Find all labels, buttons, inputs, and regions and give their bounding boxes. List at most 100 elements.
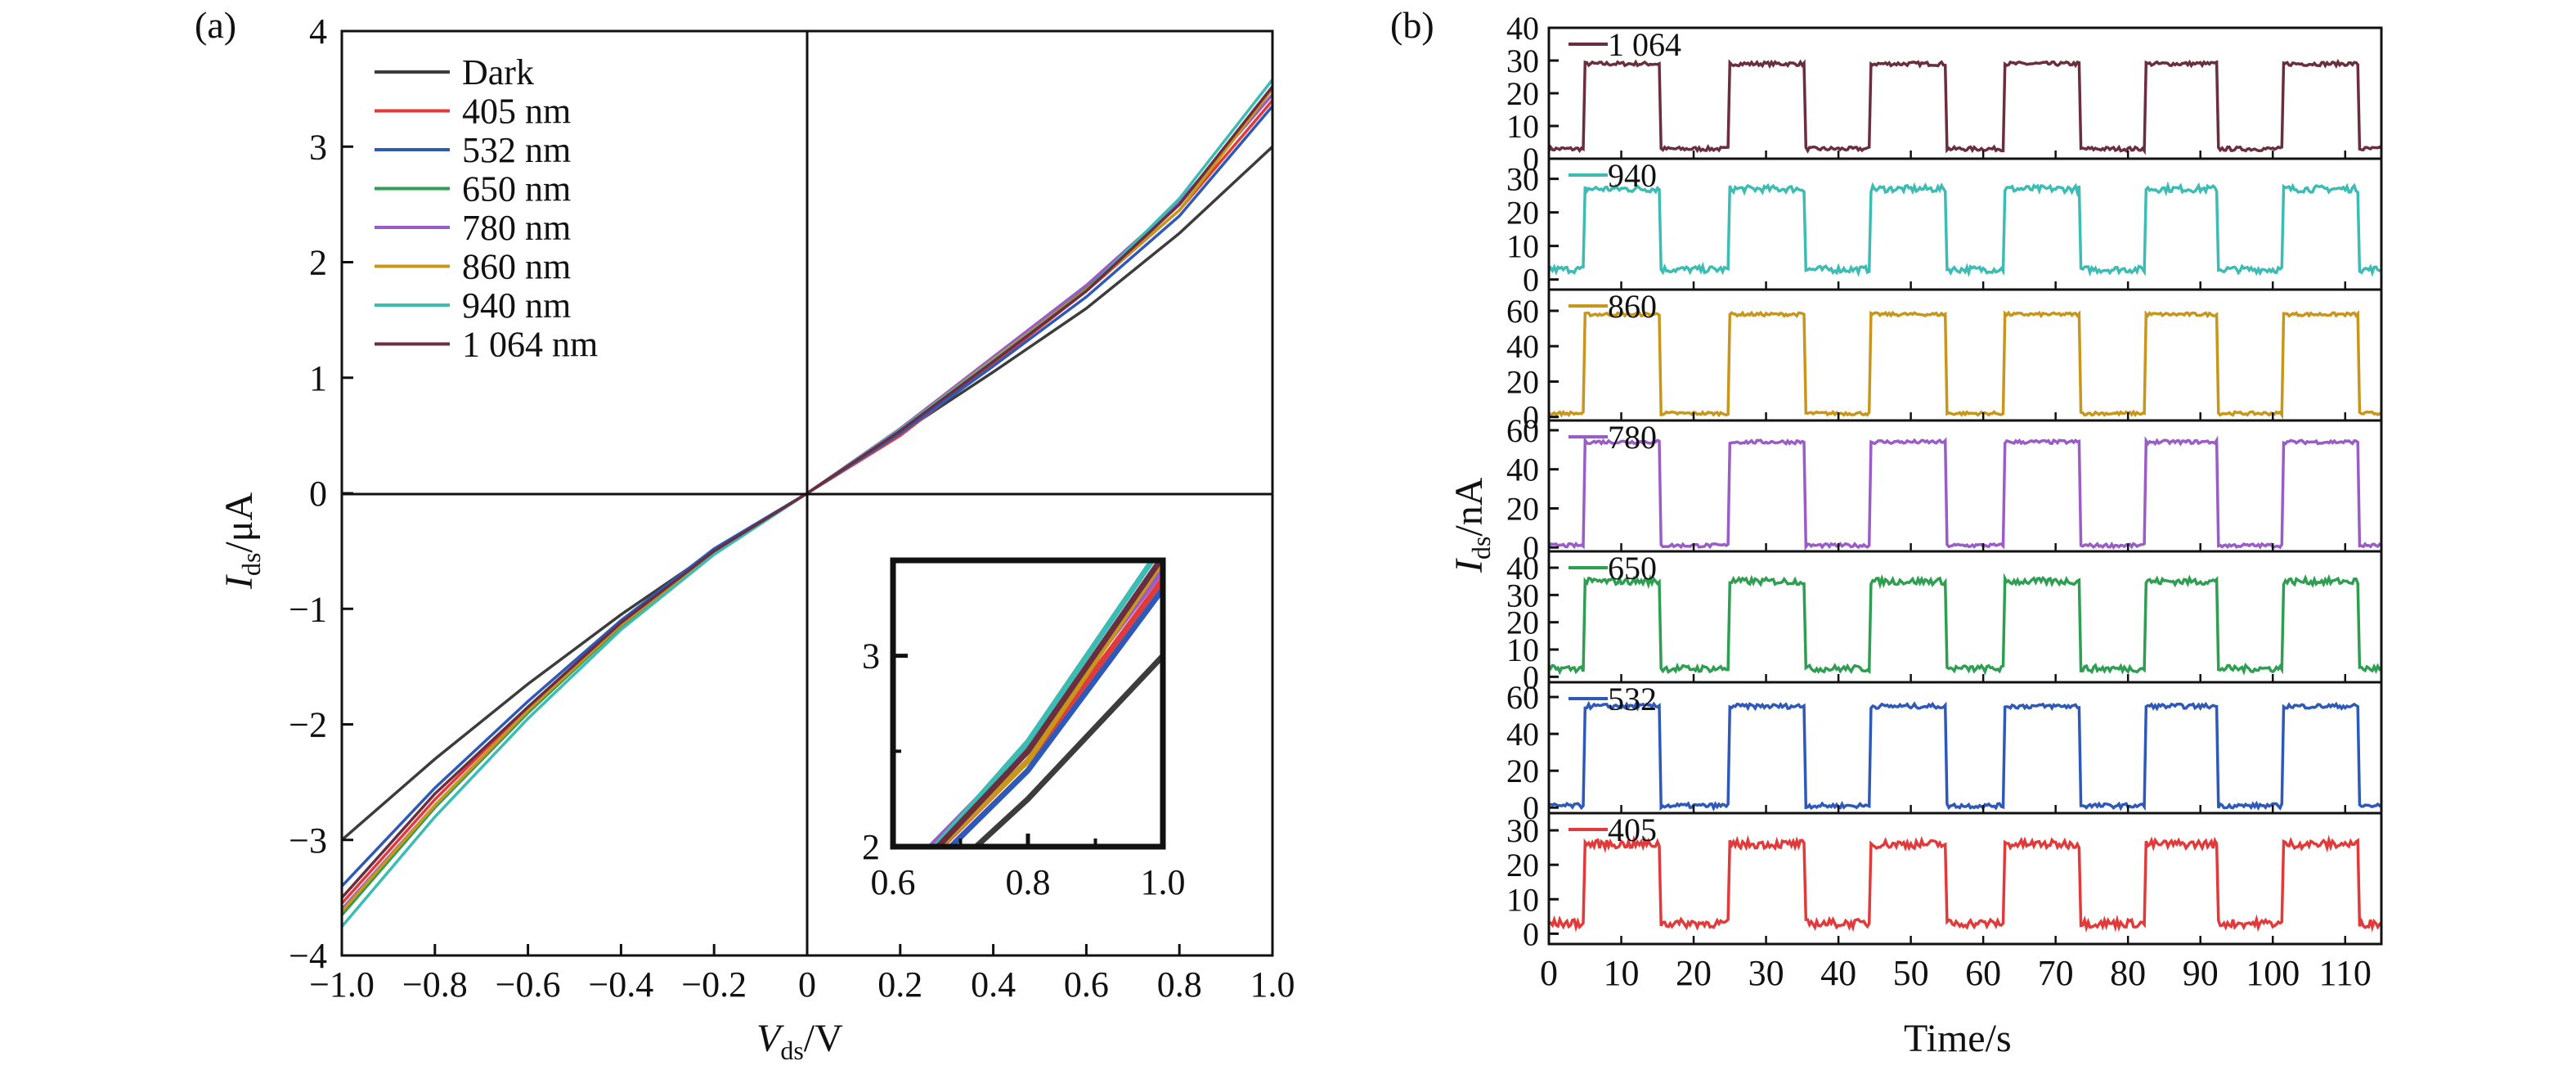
trace-legend-label: 532 bbox=[1608, 681, 1657, 717]
trace-y-tick-label: 10 bbox=[1506, 108, 1539, 145]
trace-y-tick-label: 0 bbox=[1523, 262, 1539, 299]
time-x-tick-label: 70 bbox=[2038, 953, 2074, 993]
iv-inset: 0.6 0.8 1.0 2 3 bbox=[862, 557, 1186, 902]
photocurrent-trace bbox=[1548, 834, 2383, 933]
inset-x-tick-label: 1.0 bbox=[1141, 862, 1186, 902]
y-tick-label: 1 bbox=[309, 358, 327, 398]
y-tick-label: −3 bbox=[289, 820, 327, 861]
time-x-tick-label: 90 bbox=[2183, 953, 2219, 993]
trace-y-tick-label: 20 bbox=[1506, 75, 1539, 112]
time-x-tick-label: 10 bbox=[1604, 953, 1640, 993]
y-tick-label: 3 bbox=[309, 127, 327, 167]
trace-legend-label: 780 bbox=[1608, 419, 1657, 456]
legend-label: 940 nm bbox=[462, 285, 571, 326]
x-tick-label: 0.4 bbox=[971, 964, 1016, 1005]
trace-y-tick-label: 20 bbox=[1506, 847, 1539, 883]
trace-y-tick-label: 20 bbox=[1506, 363, 1539, 400]
trace-frame bbox=[1547, 550, 2383, 684]
time-x-tick-label: 100 bbox=[2246, 953, 2300, 993]
y-tick-label: −4 bbox=[289, 936, 327, 976]
legend-label: Dark bbox=[462, 52, 534, 92]
inset-curves bbox=[926, 560, 1163, 847]
time-x-tick-label: 30 bbox=[1748, 953, 1784, 993]
trace-y-tick-label: 30 bbox=[1506, 812, 1539, 849]
trace-y-tick-label: 20 bbox=[1506, 195, 1539, 232]
photocurrent-trace bbox=[1548, 700, 2382, 812]
trace-frame bbox=[1547, 288, 2383, 422]
trace-frame bbox=[1547, 811, 2383, 946]
x-tick-label: −0.4 bbox=[588, 964, 653, 1005]
inset-series-line bbox=[972, 654, 1163, 847]
iv-y-ticks: −4 −3 −2 −1 0 1 2 3 4 bbox=[289, 11, 353, 976]
trace-y-tick-label: 10 bbox=[1506, 228, 1539, 265]
photoresponse-y-axis-label: Ids/nA bbox=[1447, 477, 1496, 573]
x-tick-label: −0.6 bbox=[496, 964, 561, 1005]
x-tick-label: 0.6 bbox=[1064, 964, 1109, 1005]
inset-ticks: 0.6 0.8 1.0 2 3 bbox=[862, 636, 1186, 902]
y-tick-label: −1 bbox=[289, 589, 327, 629]
legend-label: 650 nm bbox=[462, 169, 571, 209]
time-x-tick-label: 60 bbox=[1965, 953, 2001, 993]
trace-legend-label: 405 bbox=[1608, 811, 1657, 848]
trace-y-tick-label: 40 bbox=[1506, 716, 1539, 753]
trace-y-tick-label: 30 bbox=[1506, 161, 1539, 198]
trace-y-tick-label: 30 bbox=[1506, 577, 1539, 614]
x-tick-label: −1.0 bbox=[309, 964, 375, 1005]
trace-y-tick-label: 0 bbox=[1523, 789, 1539, 826]
trace-y-tick-label: 0 bbox=[1523, 529, 1539, 566]
y-tick-label: 4 bbox=[309, 11, 327, 52]
trace-y-tick-label: 0 bbox=[1523, 141, 1539, 178]
trace-y-tick-label: 0 bbox=[1523, 659, 1539, 695]
x-tick-label: 0.2 bbox=[877, 964, 922, 1005]
trace-legend-label: 1 064 bbox=[1608, 26, 1681, 63]
trace-y-tick-label: 40 bbox=[1506, 328, 1539, 365]
trace-y-tick-label: 20 bbox=[1506, 753, 1539, 789]
photocurrent-trace bbox=[1547, 58, 2382, 155]
x-tick-label: −0.8 bbox=[402, 964, 468, 1005]
time-x-axis-label: Time/s bbox=[1904, 1017, 2012, 1060]
x-tick-label: 0 bbox=[798, 964, 816, 1005]
iv-y-axis-label: Ids/μA bbox=[218, 492, 266, 590]
time-x-tick-label: 50 bbox=[1893, 953, 1929, 993]
x-tick-label: −0.2 bbox=[681, 964, 747, 1005]
trace-y-tick-label: 10 bbox=[1506, 632, 1539, 668]
photocurrent-trace bbox=[1547, 573, 2383, 676]
y-tick-label: 2 bbox=[309, 243, 327, 283]
y-tick-label: 0 bbox=[309, 474, 327, 514]
inset-x-tick-label: 0.6 bbox=[871, 862, 916, 902]
iv-x-ticks: −1.0 −0.8 −0.6 −0.4 −0.2 0 0.2 0.4 0.6 0.8 1.0 bbox=[309, 944, 1295, 1005]
time-x-tick-label: 110 bbox=[2319, 953, 2372, 993]
time-x-tick-label: 20 bbox=[1676, 953, 1712, 993]
inset-series-group bbox=[926, 560, 1163, 847]
inset-y-tick-label: 2 bbox=[862, 827, 880, 867]
trace-y-tick-label: 20 bbox=[1506, 605, 1539, 641]
trace-y-tick-label: 60 bbox=[1506, 412, 1539, 449]
trace-y-tick-label: 60 bbox=[1506, 679, 1539, 716]
trace-legend-label: 940 bbox=[1608, 157, 1657, 194]
inset-y-tick-label: 3 bbox=[862, 636, 880, 677]
panel-a-label: (a) bbox=[195, 4, 236, 46]
time-x-tick-label: 80 bbox=[2110, 953, 2146, 993]
trace-y-tick-label: 60 bbox=[1506, 293, 1539, 330]
trace-y-tick-label: 40 bbox=[1506, 10, 1539, 47]
legend-label: 532 nm bbox=[462, 130, 571, 170]
trace-y-tick-label: 40 bbox=[1506, 550, 1539, 587]
photocurrent-trace bbox=[1547, 181, 2382, 278]
y-tick-label: −2 bbox=[289, 705, 327, 745]
trace-legend-label: 860 bbox=[1608, 288, 1657, 325]
inset-series-line bbox=[946, 587, 1163, 847]
photocurrent-trace bbox=[1547, 435, 2382, 551]
panel-b-label: (b) bbox=[1390, 4, 1434, 46]
trace-y-tick-label: 10 bbox=[1506, 881, 1539, 918]
iv-chart: −1.0 −0.8 −0.6 −0.4 −0.2 0 0.2 0.4 0.6 0.8 1.0 −4−… bbox=[218, 11, 1295, 1065]
time-x-tick-label: 40 bbox=[1820, 953, 1856, 993]
